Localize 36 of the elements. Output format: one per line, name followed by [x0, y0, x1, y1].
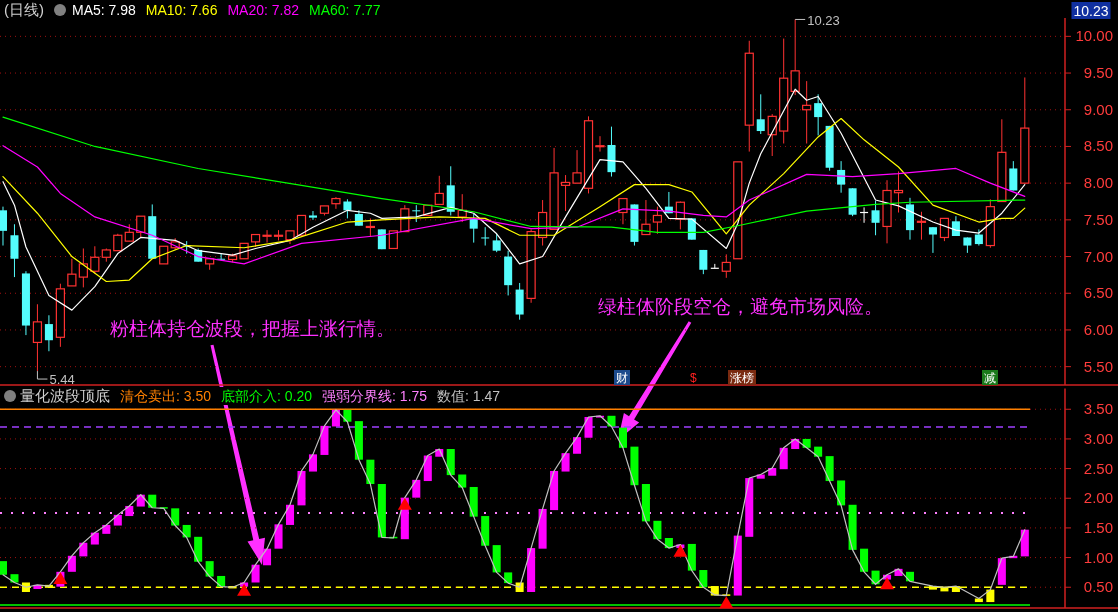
y-tick-label: 9.50 [1083, 64, 1113, 82]
y-tick-label: 10.00 [1075, 27, 1113, 45]
ref-line-label: 强弱分界线: 1.75 [322, 388, 428, 404]
annotation: 绿柱体阶段空仓，避免市场风险。 [598, 296, 883, 317]
ref-line-label: 清仓卖出: 3.50 [120, 388, 212, 404]
chart-title: 量化波段顶底 [20, 387, 110, 404]
y-tick-label: 3.50 [1083, 400, 1113, 418]
annotation: 粉柱体持仓波段，把握上涨行情。 [110, 318, 395, 339]
y-tick-label: 2.50 [1083, 459, 1113, 477]
y-tick-label: 6.00 [1083, 320, 1113, 338]
y-tick-label: 3.00 [1083, 429, 1113, 447]
text: 10.23 [1073, 3, 1109, 19]
annotation: 涨榜 [730, 371, 754, 385]
y-tick-label: 8.00 [1083, 174, 1113, 192]
y-tick-label: 6.50 [1083, 284, 1113, 302]
ref-line-label: 底部介入: 0.20 [221, 388, 313, 404]
y-tick-label: 9.00 [1083, 100, 1113, 118]
text: MA10: 7.66 [145, 2, 218, 18]
annotation: 财 [616, 371, 628, 385]
text: 数值: 1.47 [437, 388, 501, 404]
y-tick-label: 2.00 [1083, 489, 1113, 507]
annotation: 10.23 [807, 13, 840, 29]
y-tick-label: 7.50 [1083, 210, 1113, 228]
annotation: $ [690, 371, 697, 385]
y-tick-label: 0.50 [1083, 578, 1113, 596]
text: MA20: 7.82 [227, 2, 300, 18]
y-tick-label: 1.50 [1083, 518, 1113, 536]
y-tick-label: 5.50 [1083, 357, 1113, 375]
annotation: 减 [984, 371, 996, 385]
chart-title: (日线) [4, 1, 44, 18]
text: MA5: 7.98 [72, 2, 137, 18]
y-tick-label: 8.50 [1083, 137, 1113, 155]
y-tick-label: 1.00 [1083, 548, 1113, 566]
annotation: 5.44 [49, 372, 75, 388]
y-tick-label: 7.00 [1083, 247, 1113, 265]
text: MA60: 7.77 [309, 2, 381, 18]
